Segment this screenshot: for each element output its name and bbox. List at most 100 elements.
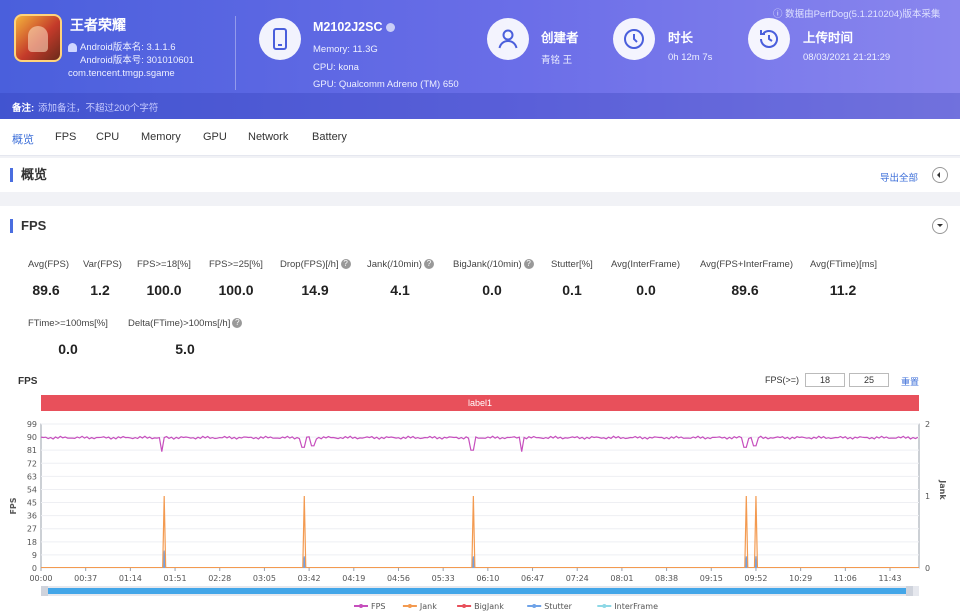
- help-icon[interactable]: ?: [232, 318, 243, 329]
- duration-value: 0h 12m 7s: [668, 52, 713, 63]
- info-icon[interactable]: [385, 23, 395, 33]
- metric-label: Jank(/10min)?: [367, 259, 434, 270]
- legend-label: Jank: [419, 602, 437, 611]
- fps-threshold-input-2[interactable]: 25: [849, 373, 889, 387]
- threshold-label: FPS(>=): [765, 375, 800, 385]
- zoom-handle-right[interactable]: [906, 586, 913, 596]
- help-icon[interactable]: ?: [340, 259, 351, 270]
- info-icon: ⓘ: [773, 9, 786, 20]
- y2-tick-label: 1: [925, 492, 930, 501]
- android-version-code: Android版本号: 301010601: [80, 55, 195, 66]
- label-band[interactable]: label1: [41, 395, 919, 411]
- y2-axis-label: Jank: [938, 479, 947, 500]
- x-tick-label: 09:15: [700, 574, 723, 583]
- upload-time-value: 08/03/2021 21:21:29: [803, 52, 891, 63]
- legend-marker: [462, 604, 467, 608]
- metric-value: 5.0: [175, 341, 195, 357]
- tab-network[interactable]: Network: [248, 131, 289, 143]
- y-tick-label: 0: [32, 564, 37, 573]
- collapse-down-icon[interactable]: [932, 218, 948, 234]
- device-gpu: GPU: Qualcomm Adreno (TM) 650: [313, 79, 459, 90]
- history-icon: [748, 18, 790, 60]
- jank-spike: [753, 495, 759, 569]
- metric-label: Var(FPS): [83, 259, 122, 270]
- legend-label: BigJank: [474, 602, 504, 611]
- x-tick-label: 01:51: [164, 574, 187, 583]
- y-tick-label: 9: [32, 551, 37, 560]
- user-icon: [487, 18, 529, 60]
- metric-value: 0.1: [562, 282, 582, 298]
- phone-icon: [259, 18, 301, 60]
- reset-button[interactable]: 重置: [901, 377, 920, 387]
- legend-marker: [359, 604, 363, 608]
- metric-value: 0.0: [482, 282, 502, 298]
- tab-battery[interactable]: Battery: [312, 131, 347, 143]
- tab-memory[interactable]: Memory: [141, 131, 181, 143]
- x-tick-label: 00:00: [29, 574, 52, 583]
- fps-threshold-input-1[interactable]: 18: [805, 373, 845, 387]
- metric-label: Avg(FPS): [28, 259, 70, 270]
- creator-name: 青铭 王: [541, 55, 573, 66]
- tab-bar: 概览 FPS CPU Memory GPU Network Battery: [0, 119, 960, 156]
- y2-tick-label: 2: [925, 420, 930, 429]
- header-divider: [235, 16, 236, 90]
- x-tick-label: 08:38: [655, 574, 678, 583]
- overview-title: 概览: [10, 168, 47, 182]
- y-tick-label: 45: [27, 499, 37, 508]
- x-tick-label: 08:01: [610, 574, 633, 583]
- legend-label: Stutter: [544, 602, 572, 611]
- overview-section: 概览 导出全部: [0, 158, 960, 192]
- y-tick-label: 81: [27, 446, 37, 455]
- metric-value: 0.0: [636, 282, 656, 298]
- metric-label: Stutter[%]: [551, 259, 593, 270]
- metric-label: Avg(FTime)[ms]: [810, 259, 878, 270]
- legend-label: InterFrame: [614, 602, 658, 611]
- zoom-handle-left[interactable]: [41, 586, 48, 596]
- legend-label: FPS: [371, 602, 386, 611]
- help-icon[interactable]: ?: [423, 259, 434, 270]
- tab-cpu[interactable]: CPU: [96, 131, 120, 143]
- legend-marker: [602, 604, 607, 608]
- metric-value: 0.0: [58, 341, 78, 357]
- tab-fps[interactable]: FPS: [55, 131, 77, 143]
- y2-tick-label: 0: [925, 564, 930, 573]
- note-input[interactable]: 添加备注，不超过200个字符: [38, 103, 159, 114]
- package-name: com.tencent.tmgp.sgame: [68, 68, 175, 79]
- x-tick-label: 04:56: [387, 574, 410, 583]
- android-version-name: Android版本名: 3.1.1.6: [80, 42, 176, 53]
- x-tick-label: 02:28: [208, 574, 231, 583]
- export-all-link[interactable]: 导出全部: [880, 173, 919, 184]
- metric-label: BigJank(/10min)?: [453, 259, 534, 270]
- collapse-left-icon[interactable]: [932, 167, 948, 183]
- help-icon[interactable]: ?: [523, 259, 534, 270]
- upload-time-title: 上传时间: [803, 31, 854, 45]
- metric-value: 100.0: [146, 282, 182, 298]
- zoom-slider-range[interactable]: [48, 588, 906, 594]
- fps-chart[interactable]: 0 9 18 27 36 45 54 63 72 81 90 99 0 1 2 00:00 00:37 01:…: [0, 412, 960, 612]
- x-tick-label: 06:47: [521, 574, 544, 583]
- clock-icon: [613, 18, 655, 60]
- x-tick-label: 11:43: [878, 574, 901, 583]
- plot-frame: [40, 423, 920, 569]
- device-memory: Memory: 11.3G: [313, 44, 378, 55]
- creator-title: 创建者: [541, 31, 579, 45]
- note-bar[interactable]: 备注: 添加备注，不超过200个字符: [0, 93, 960, 119]
- y-tick-label: 18: [27, 538, 37, 547]
- metric-label: Delta(FTime)>100ms[/h]?: [128, 318, 243, 329]
- report-header: 王者荣耀 Android版本名: 3.1.1.6 Android版本号: 301…: [0, 0, 960, 119]
- x-tick-label: 10:29: [789, 574, 812, 583]
- x-tick-label: 09:52: [744, 574, 767, 583]
- note-label: 备注:: [12, 103, 35, 114]
- x-tick-label: 07:24: [566, 574, 589, 583]
- app-name: 王者荣耀: [70, 17, 126, 33]
- jank-spike: [302, 495, 307, 569]
- jank-spike: [744, 495, 749, 569]
- x-tick-label: 03:05: [253, 574, 276, 583]
- metric-value: 89.6: [32, 282, 60, 298]
- y-tick-label: 72: [27, 459, 37, 468]
- tab-gpu[interactable]: GPU: [203, 131, 227, 143]
- y-tick-label: 63: [27, 472, 37, 481]
- tab-overview[interactable]: 概览: [12, 134, 34, 146]
- device-cpu: CPU: kona: [313, 62, 359, 73]
- x-tick-label: 01:14: [119, 574, 142, 583]
